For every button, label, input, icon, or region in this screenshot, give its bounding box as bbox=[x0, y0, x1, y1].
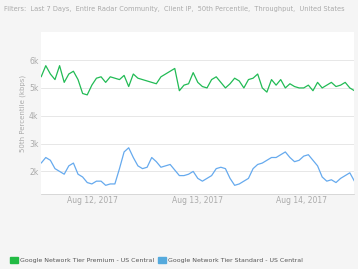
Text: Filters:  Last 7 Days,  Entire Radar Community,  Client IP,  50th Percentile,  T: Filters: Last 7 Days, Entire Radar Commu… bbox=[4, 6, 345, 12]
Y-axis label: 50th Percentile (kbps): 50th Percentile (kbps) bbox=[20, 75, 26, 151]
Legend: Google Network Tier Premium - US Central, Google Network Tier Standard - US Cent: Google Network Tier Premium - US Central… bbox=[10, 257, 303, 263]
